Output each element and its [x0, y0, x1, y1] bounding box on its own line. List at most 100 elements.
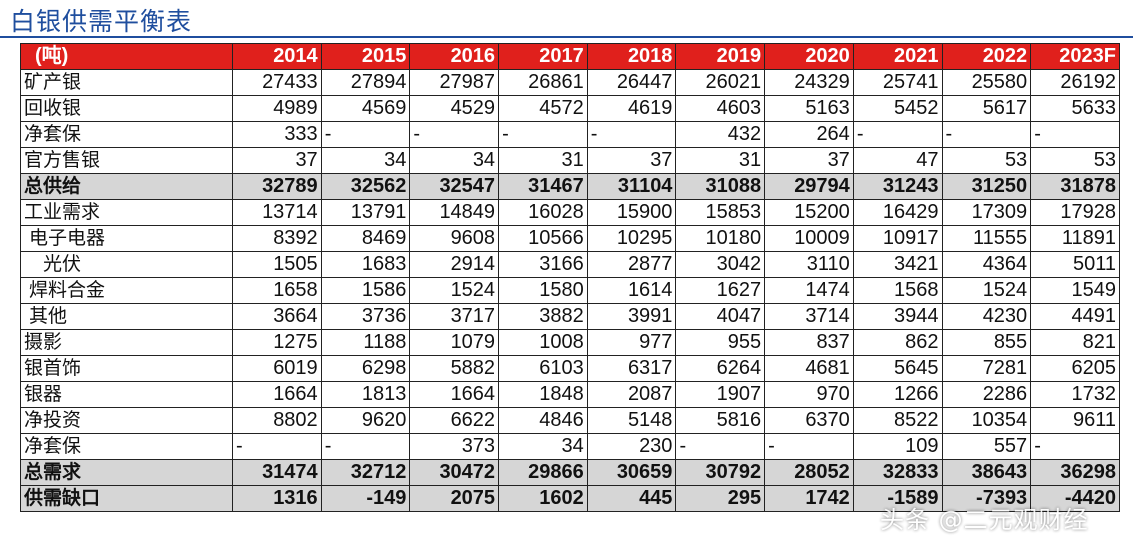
table-cell: 10566	[498, 225, 588, 252]
table-cell: -7393	[941, 485, 1032, 512]
table-cell: 36298	[1030, 459, 1120, 486]
table-cell: 6205	[1030, 355, 1120, 382]
table-cell: 1316	[232, 485, 322, 512]
table-cell: 5617	[941, 95, 1032, 122]
table-cell: 25741	[852, 69, 943, 96]
row-label: 回收银	[20, 95, 233, 122]
table-cell: 31243	[852, 173, 943, 200]
table-cell: 862	[852, 329, 943, 356]
table-cell: -	[409, 121, 500, 148]
table-cell: 2286	[941, 381, 1032, 408]
table-row: 总供给 32789 32562 32547 31467 31104 31088 29794 31…	[20, 173, 1120, 200]
table-cell: 970	[764, 381, 854, 408]
table-cell: 445	[586, 485, 677, 512]
table-cell: 9620	[320, 407, 411, 434]
table-cell: 10354	[941, 407, 1032, 434]
table-cell: 13791	[320, 199, 411, 226]
empty-dash: -	[1034, 435, 1041, 457]
table-cell: 10917	[852, 225, 943, 252]
table-cell: 4846	[498, 407, 588, 434]
table-row: 净投资 8802 9620 6622 4846 5148 5816 6370 8522 10354…	[20, 407, 1120, 434]
table-cell: 3991	[586, 303, 677, 330]
header-year: 2023F	[1030, 43, 1120, 70]
header-year: 2021	[852, 43, 943, 70]
empty-dash: -	[768, 435, 775, 457]
table-cell: -	[498, 121, 588, 148]
table-row: 官方售银 37 34 34 31 37 31 37 47 53 53	[20, 147, 1120, 174]
table-cell: 30792	[675, 459, 766, 486]
row-label: 净套保	[20, 121, 233, 148]
table-cell: 1188	[320, 329, 411, 356]
table-cell: 31	[498, 147, 588, 174]
table-cell: 5163	[764, 95, 854, 122]
table-cell: 5633	[1030, 95, 1120, 122]
header-year: 2018	[586, 43, 677, 70]
table-cell: 5882	[409, 355, 500, 382]
table-cell: 16028	[498, 199, 588, 226]
table-title: 白银供需平衡表	[10, 7, 193, 36]
table-cell: 1658	[232, 277, 322, 304]
table-cell: 432	[675, 121, 766, 148]
table-cell: 6264	[675, 355, 766, 382]
table-cell: 5011	[1030, 251, 1120, 278]
table-cell: 1079	[409, 329, 500, 356]
table-cell: 31878	[1030, 173, 1120, 200]
table-cell: 31474	[232, 459, 322, 486]
table-cell: 3944	[852, 303, 943, 330]
table-cell: 37	[232, 147, 322, 174]
empty-dash: -	[324, 435, 332, 457]
table-cell: 28052	[764, 459, 854, 486]
table-cell: 9611	[1030, 407, 1120, 434]
table-cell: 1848	[498, 381, 588, 408]
table-cell: 31088	[675, 173, 766, 200]
table-cell: 8392	[232, 225, 322, 252]
table-cell: 29866	[498, 459, 588, 486]
table-cell: 3714	[764, 303, 854, 330]
header-year: 2016	[409, 43, 500, 70]
table-cell: 24329	[764, 69, 854, 96]
table-cell: 1580	[498, 277, 588, 304]
row-label: 净投资	[20, 407, 233, 434]
table-cell: 17309	[941, 199, 1032, 226]
empty-dash: -	[324, 123, 332, 145]
table-cell: 1664	[232, 381, 322, 408]
table-row: 总需求 31474 32712 30472 29866 30659 30792 28052 32…	[20, 459, 1120, 486]
table-cell: 34	[498, 433, 588, 460]
table-cell: 15200	[764, 199, 854, 226]
table-cell: 53	[1030, 147, 1120, 174]
table-cell: 4230	[941, 303, 1032, 330]
table-cell: 53	[941, 147, 1032, 174]
table-cell: 1549	[1030, 277, 1120, 304]
table-cell: 37	[586, 147, 677, 174]
table-cell: 837	[764, 329, 854, 356]
empty-dash: -	[679, 435, 687, 457]
table-row: 回收银 4989 4569 4529 4572 4619 4603 5163 5452 5617 5…	[20, 95, 1120, 122]
row-label: 光伏	[20, 251, 233, 278]
row-label: 净套保	[20, 433, 233, 460]
table-cell: 230	[586, 433, 677, 460]
row-label: 供需缺口	[20, 485, 233, 512]
table-row: 电子电器 8392 8469 9608 10566 10295 10180 10009 1091…	[20, 225, 1120, 252]
table-cell: 8522	[852, 407, 943, 434]
table-cell: 1602	[498, 485, 588, 512]
table-cell: 1524	[409, 277, 500, 304]
table-header: (吨) 2014 2015 2016 2017 2018 2019 2020 2021 2022 2…	[20, 43, 1120, 70]
table-cell: 1614	[586, 277, 677, 304]
table-body: 矿产银 27433 27894 27987 26861 26447 26021 24329 25…	[20, 69, 1120, 512]
table-cell: 955	[675, 329, 766, 356]
header-year: 2015	[320, 43, 411, 70]
table-cell: 264	[764, 121, 854, 148]
table-cell: 3110	[764, 251, 854, 278]
row-label: 总供给	[20, 173, 233, 200]
table-cell: 1568	[852, 277, 943, 304]
table-row: 净套保 333- - - -432 264- - -	[20, 121, 1120, 148]
table-cell: 4364	[941, 251, 1032, 278]
table-cell: 1732	[1030, 381, 1120, 408]
empty-dash: -	[945, 123, 953, 145]
table-cell: 27987	[409, 69, 500, 96]
table-cell: 47	[852, 147, 943, 174]
table-cell: 25580	[941, 69, 1032, 96]
row-label: 矿产银	[20, 69, 233, 96]
row-label: 其他	[20, 303, 233, 330]
table-cell: -	[1030, 121, 1120, 148]
